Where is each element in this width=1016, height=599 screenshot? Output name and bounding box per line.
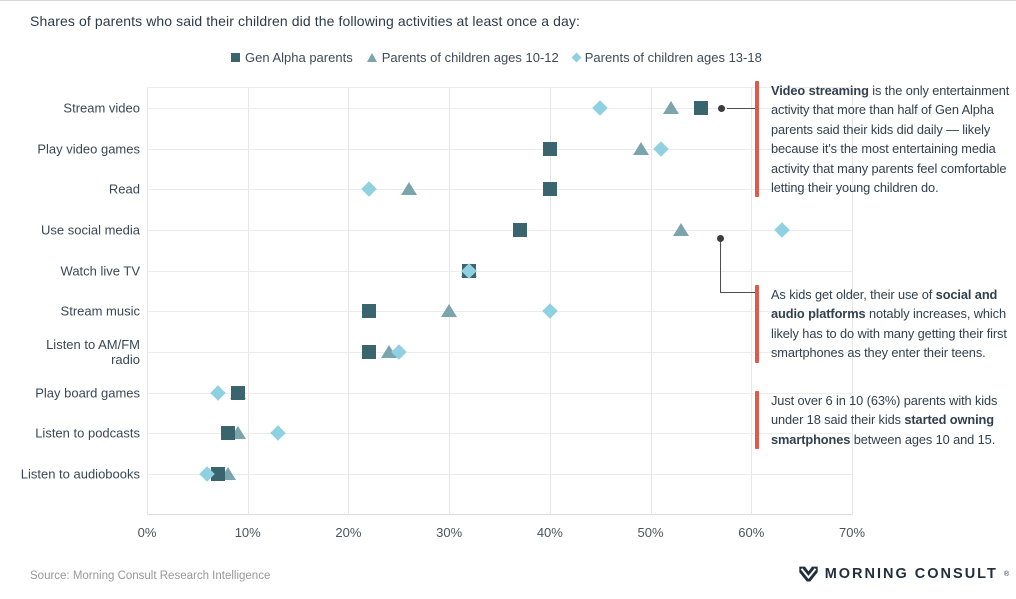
- annotation-text: Video streaming is the only entertainmen…: [771, 83, 1010, 196]
- connector-line-2-vertical: [720, 242, 721, 293]
- diamond-marker: [592, 100, 608, 116]
- diamond-icon: [571, 52, 582, 63]
- horizontal-gridline: [147, 189, 852, 191]
- vertical-gridline: [147, 87, 148, 515]
- square-marker: [512, 223, 527, 237]
- annotation-video-streaming: Video streaming is the only entertainmen…: [755, 81, 1011, 198]
- x-tick-label: 20%: [335, 525, 362, 540]
- x-tick-label: 60%: [738, 525, 765, 540]
- annotation-social-audio: As kids get older, their use of social a…: [755, 285, 1011, 363]
- x-tick-label: 40%: [536, 525, 563, 540]
- legend-label: Gen Alpha parents: [245, 50, 353, 65]
- legend-label: Parents of children ages 13-18: [584, 50, 762, 65]
- category-label: Listen to AM/FM radio: [46, 337, 140, 368]
- legend-label: Parents of children ages 10-12: [381, 50, 559, 65]
- vertical-gridline: [348, 87, 350, 515]
- category-label: Listen to podcasts: [35, 425, 140, 441]
- x-tick-label: 0%: [137, 525, 157, 540]
- triangle-icon: [366, 53, 377, 62]
- square-icon: [231, 53, 240, 62]
- category-label: Stream music: [60, 303, 140, 319]
- category-label: Play video games: [37, 141, 140, 157]
- vertical-gridline: [549, 87, 551, 515]
- horizontal-gridline: [147, 270, 852, 272]
- chart-title: Shares of parents who said their childre…: [30, 13, 580, 29]
- legend: Gen Alpha parents Parents of children age…: [231, 50, 762, 65]
- category-label: Stream video: [63, 100, 140, 116]
- horizontal-gridline: [147, 230, 852, 231]
- legend-item: Parents of children ages 13-18: [571, 50, 762, 65]
- square-marker: [220, 426, 235, 441]
- square-marker: [542, 182, 557, 197]
- annotation-accent-bar: [755, 391, 759, 450]
- horizontal-gridline: [147, 433, 852, 435]
- square-marker: [230, 385, 245, 400]
- legend-item: Parents of children ages 10-12: [366, 50, 559, 65]
- triangle-marker: [400, 182, 417, 196]
- category-label: Listen to audiobooks: [20, 466, 140, 482]
- brand-logo: MORNING CONSULT ®: [798, 565, 1009, 583]
- horizontal-gridline: [147, 392, 852, 394]
- triangle-marker: [380, 345, 397, 359]
- connector-dot-1: [718, 105, 725, 112]
- brand-name: MORNING CONSULT: [824, 566, 998, 582]
- vertical-gridline: [247, 87, 249, 515]
- horizontal-gridline: [147, 311, 852, 313]
- annotation-text: Just over 6 in 10 (63%) parents with kid…: [771, 393, 998, 447]
- horizontal-gridline: [147, 352, 852, 354]
- category-label: Use social media: [41, 222, 140, 238]
- annotation-smartphones: Just over 6 in 10 (63%) parents with kid…: [755, 391, 1011, 450]
- diamond-marker: [360, 181, 377, 198]
- source-credit: Source: Morning Consult Research Intelli…: [30, 570, 271, 582]
- legend-item: Gen Alpha parents: [231, 50, 353, 65]
- square-marker: [693, 101, 708, 115]
- brand-reg-mark: ®: [1003, 570, 1009, 578]
- triangle-marker: [632, 141, 649, 155]
- vertical-gridline: [751, 87, 753, 515]
- connector-line-2-horizontal: [721, 292, 757, 293]
- diamond-marker: [270, 425, 286, 442]
- annotation-text: As kids get older, their use of social a…: [771, 287, 1007, 361]
- category-label: Watch live TV: [60, 263, 140, 279]
- square-marker: [361, 304, 376, 319]
- horizontal-gridline: [147, 474, 852, 476]
- category-label: Play board games: [35, 385, 140, 401]
- vertical-gridline: [650, 87, 652, 515]
- diamond-marker: [773, 222, 790, 238]
- x-tick-label: 30%: [436, 525, 463, 540]
- horizontal-gridline: [147, 148, 852, 150]
- x-tick-label: 50%: [637, 525, 664, 540]
- horizontal-gridline: [147, 108, 852, 109]
- x-axis-line: [147, 514, 852, 515]
- triangle-marker: [672, 223, 689, 236]
- x-tick-label: 10%: [234, 525, 261, 540]
- vertical-gridline: [449, 87, 451, 515]
- square-marker: [210, 467, 225, 482]
- connector-dot-2: [717, 235, 724, 242]
- morning-consult-m-icon: [799, 566, 818, 582]
- diamond-marker: [209, 384, 226, 401]
- connector-line-1: [727, 108, 757, 109]
- vertical-gridline: [852, 87, 853, 515]
- diamond-marker: [652, 140, 669, 157]
- triangle-marker: [441, 304, 458, 318]
- category-label: Read: [108, 181, 140, 197]
- square-marker: [542, 141, 557, 156]
- x-tick-label: 70%: [838, 525, 866, 540]
- annotation-accent-bar: [755, 285, 759, 363]
- horizontal-gridline: [147, 87, 852, 88]
- annotation-accent-bar: [755, 81, 759, 198]
- square-marker: [361, 345, 376, 360]
- plot-area: [147, 87, 853, 515]
- diamond-marker: [542, 303, 558, 320]
- triangle-marker: [662, 101, 679, 114]
